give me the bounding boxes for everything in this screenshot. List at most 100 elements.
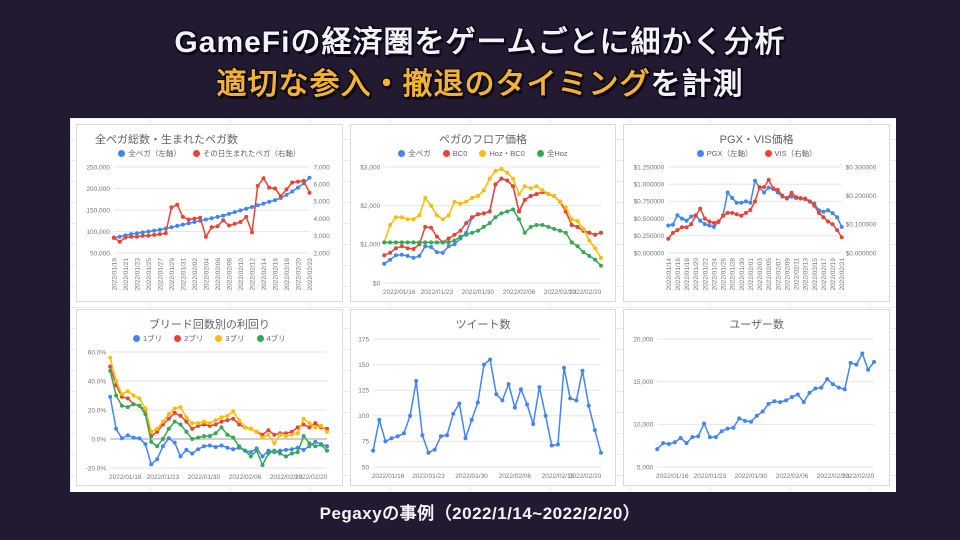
chart-svg: 50,000 100,000 150,000 200,000 250,000 2,000 3… [86,164,331,291]
title-line-2-highlight: 適切な参入・撤退のタイミング [216,68,651,101]
svg-text:2022/01/23: 2022/01/23 [134,258,141,291]
chart-legend-breed-yield: 1ブリ 2ブリ 3ブリ 4ブリ [81,332,338,345]
svg-text:2022/01/16: 2022/01/16 [383,289,416,296]
chart-card-token-price: PGX・VIS価格 PGX（左軸） VIS（右軸） $0.000000 $0.250… [623,124,890,302]
svg-text:2022/02/20: 2022/02/20 [568,473,601,480]
svg-text:2022/02/06: 2022/02/06 [498,473,531,480]
legend-item: 全Hoz [536,148,568,159]
svg-text:2022/02/14: 2022/02/14 [261,258,268,291]
dashboard-sheet: 全ペガ総数・生まれたペガ数 全ペガ（左軸） その日生まれたペガ（右軸） 50,00… [70,118,896,492]
chart-title-pega-count: 全ペガ総数・生まれたペガ数 [95,134,238,146]
legend-dot-green [256,334,264,342]
legend-item: 全ペガ（左軸） [118,148,181,159]
legend-item: その日生まれたペガ（右軸） [192,148,300,159]
svg-text:2022/02/13: 2022/02/13 [803,258,810,291]
legend-item: BC0 [442,149,468,158]
legend-label: Hoz・BC0 [489,149,525,158]
svg-text:2022/02/22: 2022/02/22 [307,258,314,291]
svg-text:2022/01/20: 2022/01/20 [694,258,701,291]
svg-text:$1.000000: $1.000000 [634,182,665,189]
legend-label: BC0 [452,149,468,158]
svg-text:2022/02/19: 2022/02/19 [830,258,837,291]
svg-text:5,000: 5,000 [637,464,654,471]
svg-text:2022/02/15: 2022/02/15 [812,258,819,291]
legend-dot-red [764,150,772,157]
svg-text:$0: $0 [373,280,381,287]
svg-text:2022/02/06: 2022/02/06 [215,258,222,291]
legend-dot-blue [118,150,126,157]
svg-text:2022/02/03: 2022/02/03 [757,258,764,291]
svg-text:2022/01/27: 2022/01/27 [157,258,164,291]
legend-item: Hoz・BC0 [479,148,525,159]
svg-text:2022/01/23: 2022/01/23 [412,473,445,480]
svg-text:2022/01/30: 2022/01/30 [735,473,768,480]
legend-label: 4ブリ [266,333,286,343]
chart-title-user-count: ユーザー数 [729,318,785,331]
chart-title-breed-yield: ブリード回数別の利回り [148,318,270,331]
chart-legend-token-price: PGX（左軸） VIS（右軸） [628,147,885,160]
svg-text:2022/02/02: 2022/02/02 [192,258,199,291]
svg-text:2022/02/08: 2022/02/08 [226,258,233,291]
svg-text:2022/01/30: 2022/01/30 [739,258,746,291]
chart-legend-pega-count: 全ペガ（左軸） その日生まれたペガ（右軸） [81,147,338,160]
svg-text:2022/02/10: 2022/02/10 [238,258,245,291]
slide-caption: Pegaxyの事例（2022/1/14~2022/2/20） [319,504,641,523]
svg-text:15,000: 15,000 [634,378,654,385]
svg-text:2022/02/06: 2022/02/06 [502,289,535,296]
legend-label: 全ペガ（左軸） [128,149,181,158]
chart-grid: 全ペガ総数・生まれたペガ数 全ペガ（左軸） その日生まれたペガ（右軸） 50,00… [76,124,890,486]
svg-text:$1,000: $1,000 [360,242,380,249]
svg-text:100: 100 [358,413,369,420]
svg-text:$1.250000: $1.250000 [634,164,665,171]
legend-label: 2ブリ [184,333,204,343]
chart-plot-breed-yield: -20.0% 0.0% 20.0% 40.0% 60.0% 2022/01/16 2022/… [81,345,338,484]
legend-item: 3ブリ [215,333,245,344]
svg-text:2022/02/06: 2022/02/06 [776,473,809,480]
svg-text:2022/01/18: 2022/01/18 [684,258,691,291]
svg-text:2022/02/20: 2022/02/20 [295,258,302,291]
svg-text:7,000: 7,000 [314,164,331,171]
svg-text:2022/02/13: 2022/02/13 [817,473,850,480]
legend-dot-red [192,150,200,157]
legend-label: 3ブリ [225,333,245,343]
legend-item: VIS（右軸） [764,148,817,159]
svg-text:$3,000: $3,000 [360,164,380,171]
legend-label: 1ブリ [142,333,163,343]
svg-text:2022/01/23: 2022/01/23 [420,289,453,296]
title-line-1: GameFiの経済圏をゲームごとに細かく分析 [174,26,786,59]
svg-text:2022/02/17: 2022/02/17 [821,258,828,291]
legend-dot-yellow [479,150,487,157]
svg-text:5,000: 5,000 [314,199,331,206]
legend-dot-blue [696,150,704,157]
chart-title-tweet-count: ツイート数 [455,318,511,331]
svg-text:2022/01/16: 2022/01/16 [675,258,682,291]
svg-text:200,000: 200,000 [86,186,110,193]
svg-text:2022/02/13: 2022/02/13 [270,474,303,481]
legend-item: 1ブリ [132,333,163,344]
svg-text:2022/02/20: 2022/02/20 [842,473,875,480]
legend-item: PGX（左軸） [696,148,753,159]
svg-text:2022/01/30: 2022/01/30 [455,473,488,480]
chart-title-token-price: PGX・VIS価格 [719,134,794,146]
title-line-2: 適切な参入・撤退のタイミングを計測 [0,64,960,106]
chart-svg: 50 75 100 125 150 175 2022/01/16 2022/01/23 2022… [358,336,603,480]
chart-svg: 5,000 10,000 15,000 20,000 2022/01/16 2022/01… [634,336,877,480]
svg-text:$0.500000: $0.500000 [634,216,665,223]
svg-text:2022/02/09: 2022/02/09 [785,258,792,291]
svg-text:2022/01/26: 2022/01/26 [721,258,728,291]
svg-text:125: 125 [358,387,369,394]
chart-svg: $0.000000 $0.250000 $0.500000 $0.750000 $1.0… [634,164,877,291]
legend-item: 2ブリ [174,333,203,344]
svg-text:2022/02/13: 2022/02/13 [541,473,574,480]
svg-text:2022/02/20: 2022/02/20 [295,474,328,481]
svg-text:2022/01/21: 2022/01/21 [123,258,130,291]
legend-label: PGX（左軸） [706,149,753,158]
svg-text:2022/01/22: 2022/01/22 [703,258,710,291]
svg-text:$0.300000: $0.300000 [846,164,877,171]
legend-dot-blue [398,150,406,157]
svg-text:2022/02/05: 2022/02/05 [767,258,774,291]
svg-text:$0.100000: $0.100000 [846,222,877,229]
svg-text:2022/02/04: 2022/02/04 [203,258,210,291]
chart-svg: $0 $1,000 $2,000 $3,000 2022/01/16 2022/01/23… [360,164,603,296]
legend-item: 4ブリ [256,333,286,344]
